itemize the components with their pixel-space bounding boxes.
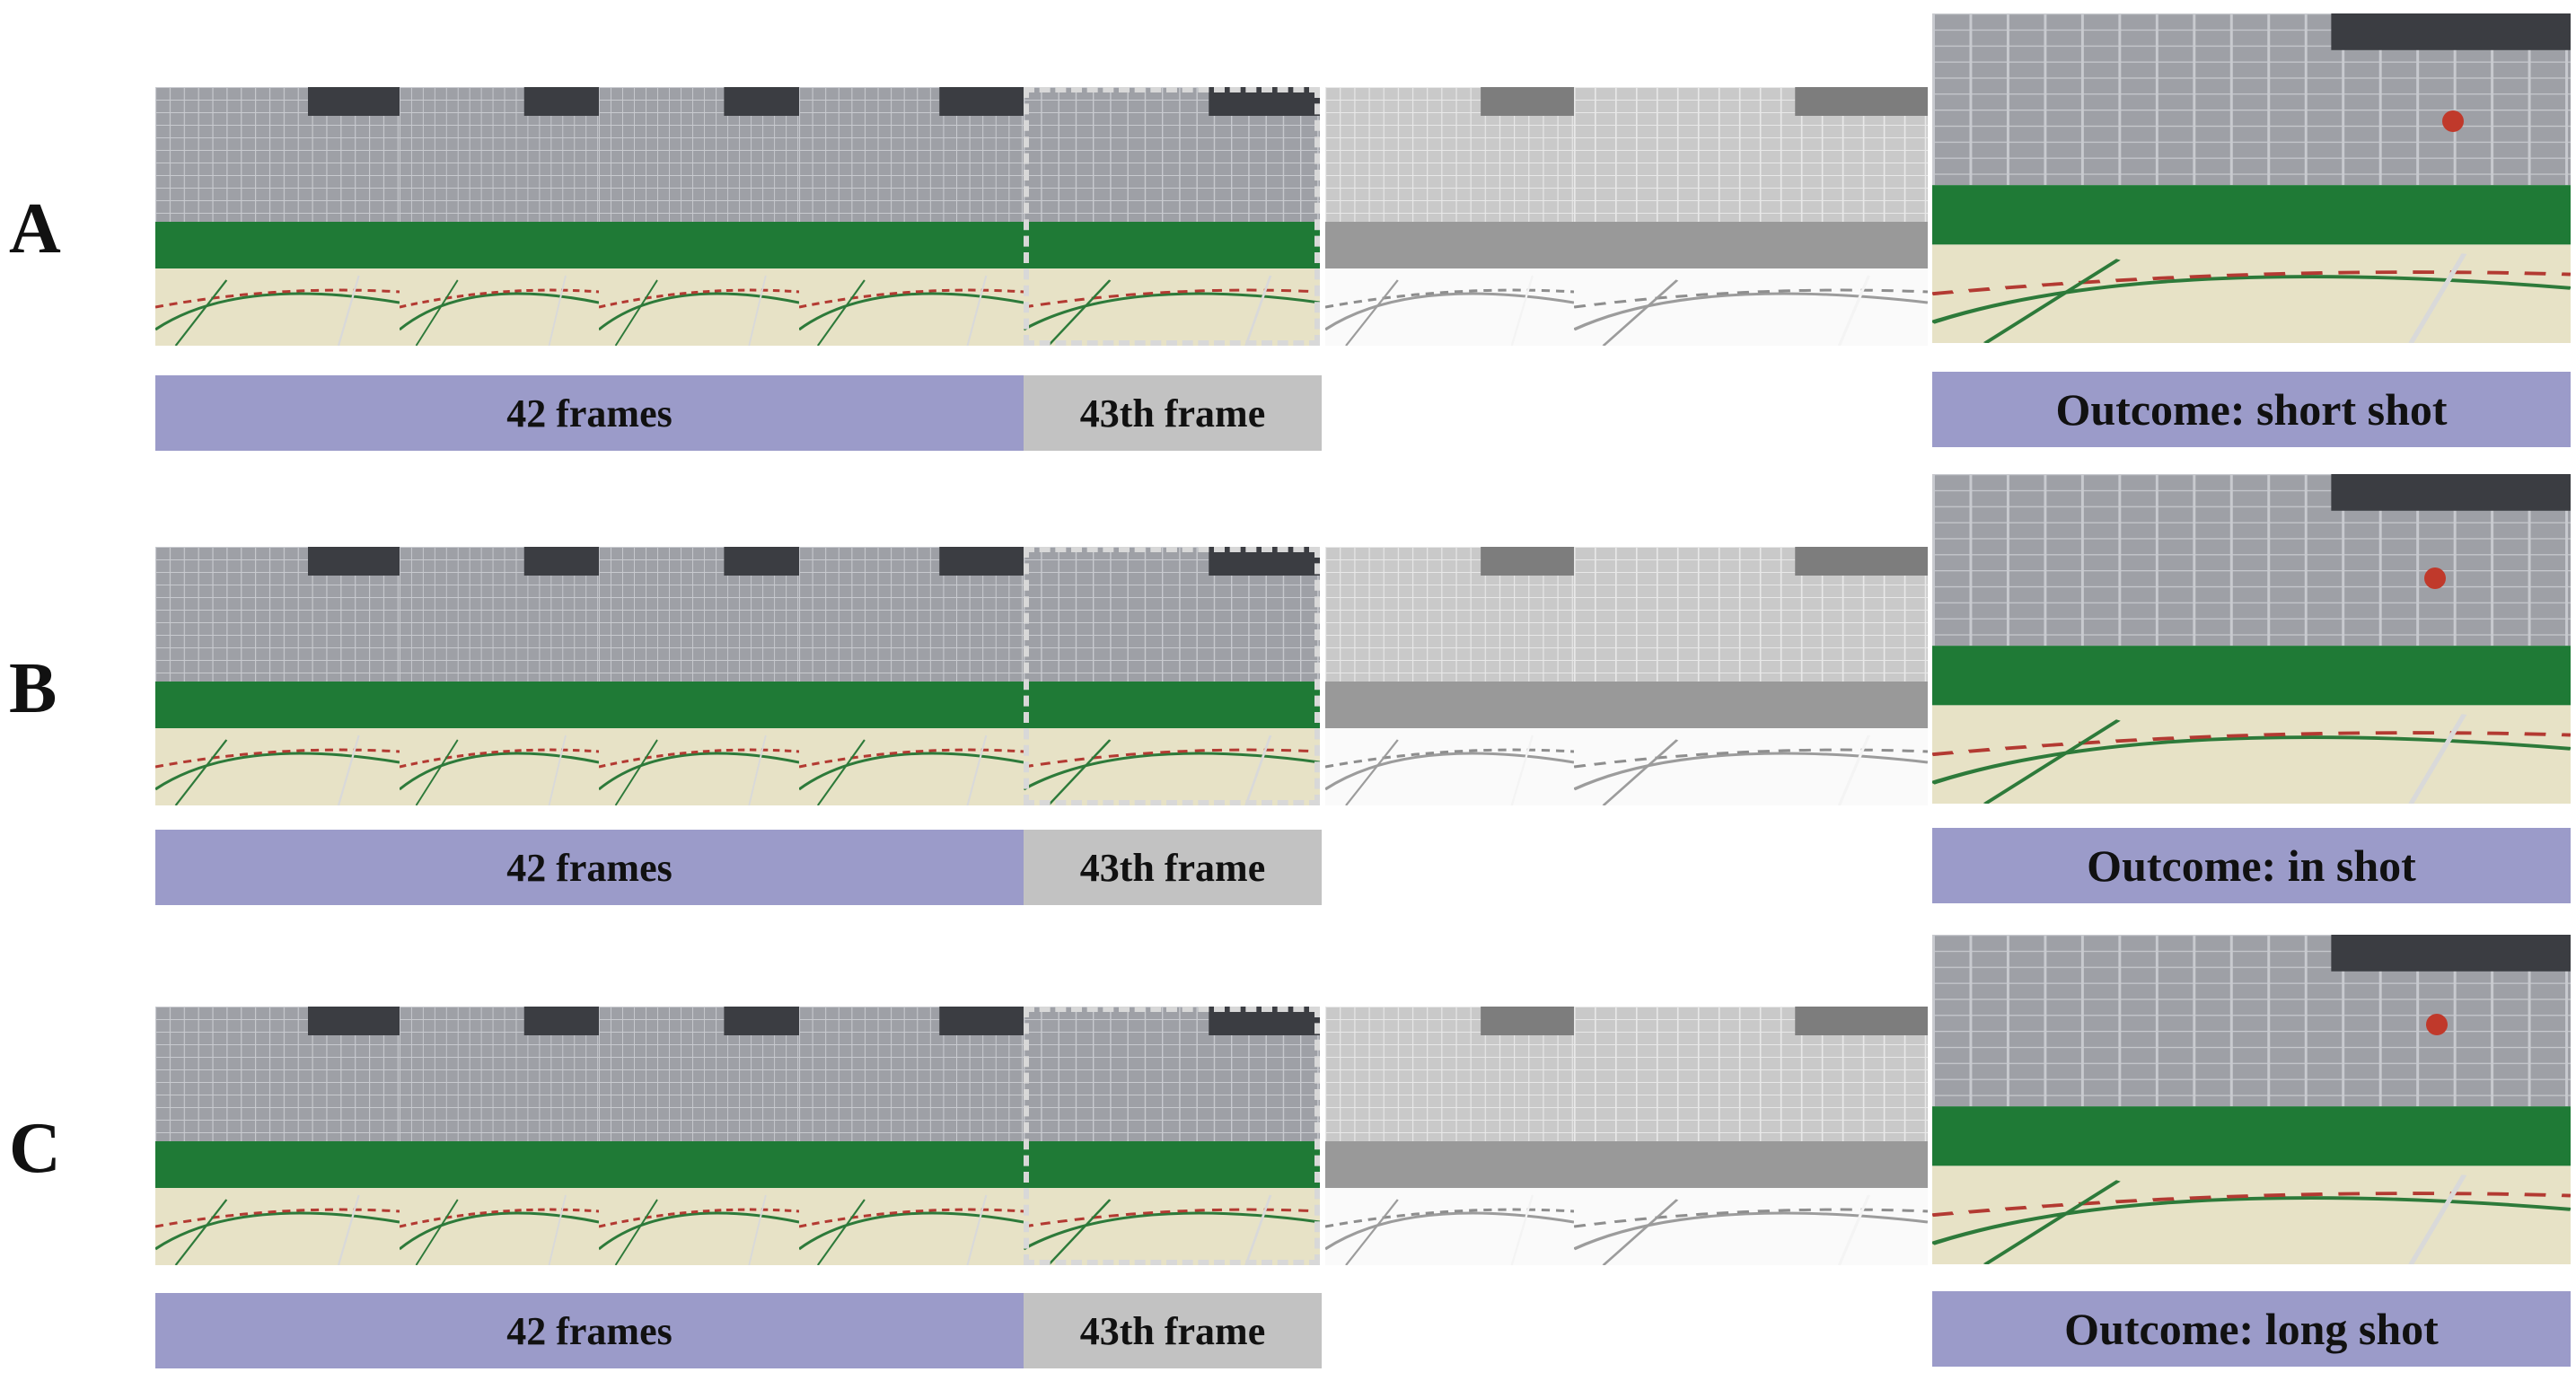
outcome-image bbox=[1932, 935, 2571, 1264]
frame-43-bar: 43th frame bbox=[1024, 1293, 1322, 1368]
row-label: A bbox=[9, 189, 61, 268]
outcome-bar: Outcome: short shot bbox=[1932, 372, 2571, 447]
row-a: A 42 frames 43th frame Outcome: short sh… bbox=[0, 0, 2576, 458]
outcome-bar: Outcome: long shot bbox=[1932, 1291, 2571, 1367]
frame-2 bbox=[400, 1007, 599, 1265]
row-label: B bbox=[9, 649, 57, 728]
frame-3 bbox=[599, 87, 799, 346]
future-frame-1 bbox=[1325, 547, 1574, 805]
frame-43-bar: 43th frame bbox=[1024, 830, 1322, 905]
frame-43-highlight bbox=[1024, 547, 1320, 805]
future-frame-1 bbox=[1325, 87, 1574, 346]
outcome-bar: Outcome: in shot bbox=[1932, 828, 2571, 903]
frame-43-bar: 43th frame bbox=[1024, 375, 1322, 451]
frame-2 bbox=[400, 87, 599, 346]
frames-bar: 42 frames bbox=[155, 830, 1024, 905]
frame-1 bbox=[155, 547, 400, 805]
frame-3 bbox=[599, 1007, 799, 1265]
outcome-image bbox=[1932, 474, 2571, 804]
frame-4 bbox=[799, 547, 1024, 805]
future-frame-1 bbox=[1325, 1007, 1574, 1265]
row-c: C 42 frames 43th frame Outcome: long sho… bbox=[0, 919, 2576, 1377]
frame-4 bbox=[799, 87, 1024, 346]
row-b: B 42 frames 43th frame Outcome: in shot bbox=[0, 460, 2576, 918]
future-frame-2 bbox=[1574, 547, 1928, 805]
outcome-image bbox=[1932, 13, 2571, 343]
row-label: C bbox=[9, 1109, 61, 1188]
future-frame-2 bbox=[1574, 87, 1928, 346]
frame-4 bbox=[799, 1007, 1024, 1265]
frame-43-highlight bbox=[1024, 1007, 1320, 1265]
frame-2 bbox=[400, 547, 599, 805]
frame-43-highlight bbox=[1024, 87, 1320, 346]
frames-bar: 42 frames bbox=[155, 375, 1024, 451]
frames-bar: 42 frames bbox=[155, 1293, 1024, 1368]
frame-3 bbox=[599, 547, 799, 805]
future-frame-2 bbox=[1574, 1007, 1928, 1265]
frame-1 bbox=[155, 87, 400, 346]
frame-1 bbox=[155, 1007, 400, 1265]
